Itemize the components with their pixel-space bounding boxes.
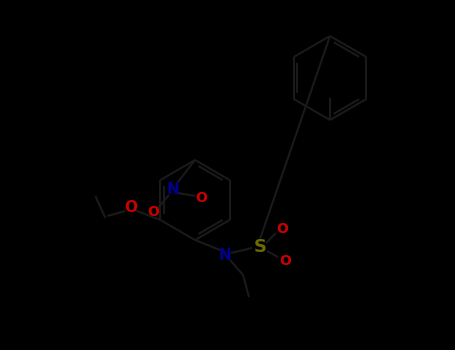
- Text: O: O: [279, 254, 291, 268]
- Text: O: O: [147, 205, 159, 219]
- Text: O: O: [124, 201, 137, 216]
- Text: O: O: [276, 222, 288, 236]
- Text: N: N: [167, 182, 179, 197]
- Text: S: S: [253, 238, 267, 256]
- Text: N: N: [218, 247, 232, 262]
- Text: O: O: [195, 191, 207, 205]
